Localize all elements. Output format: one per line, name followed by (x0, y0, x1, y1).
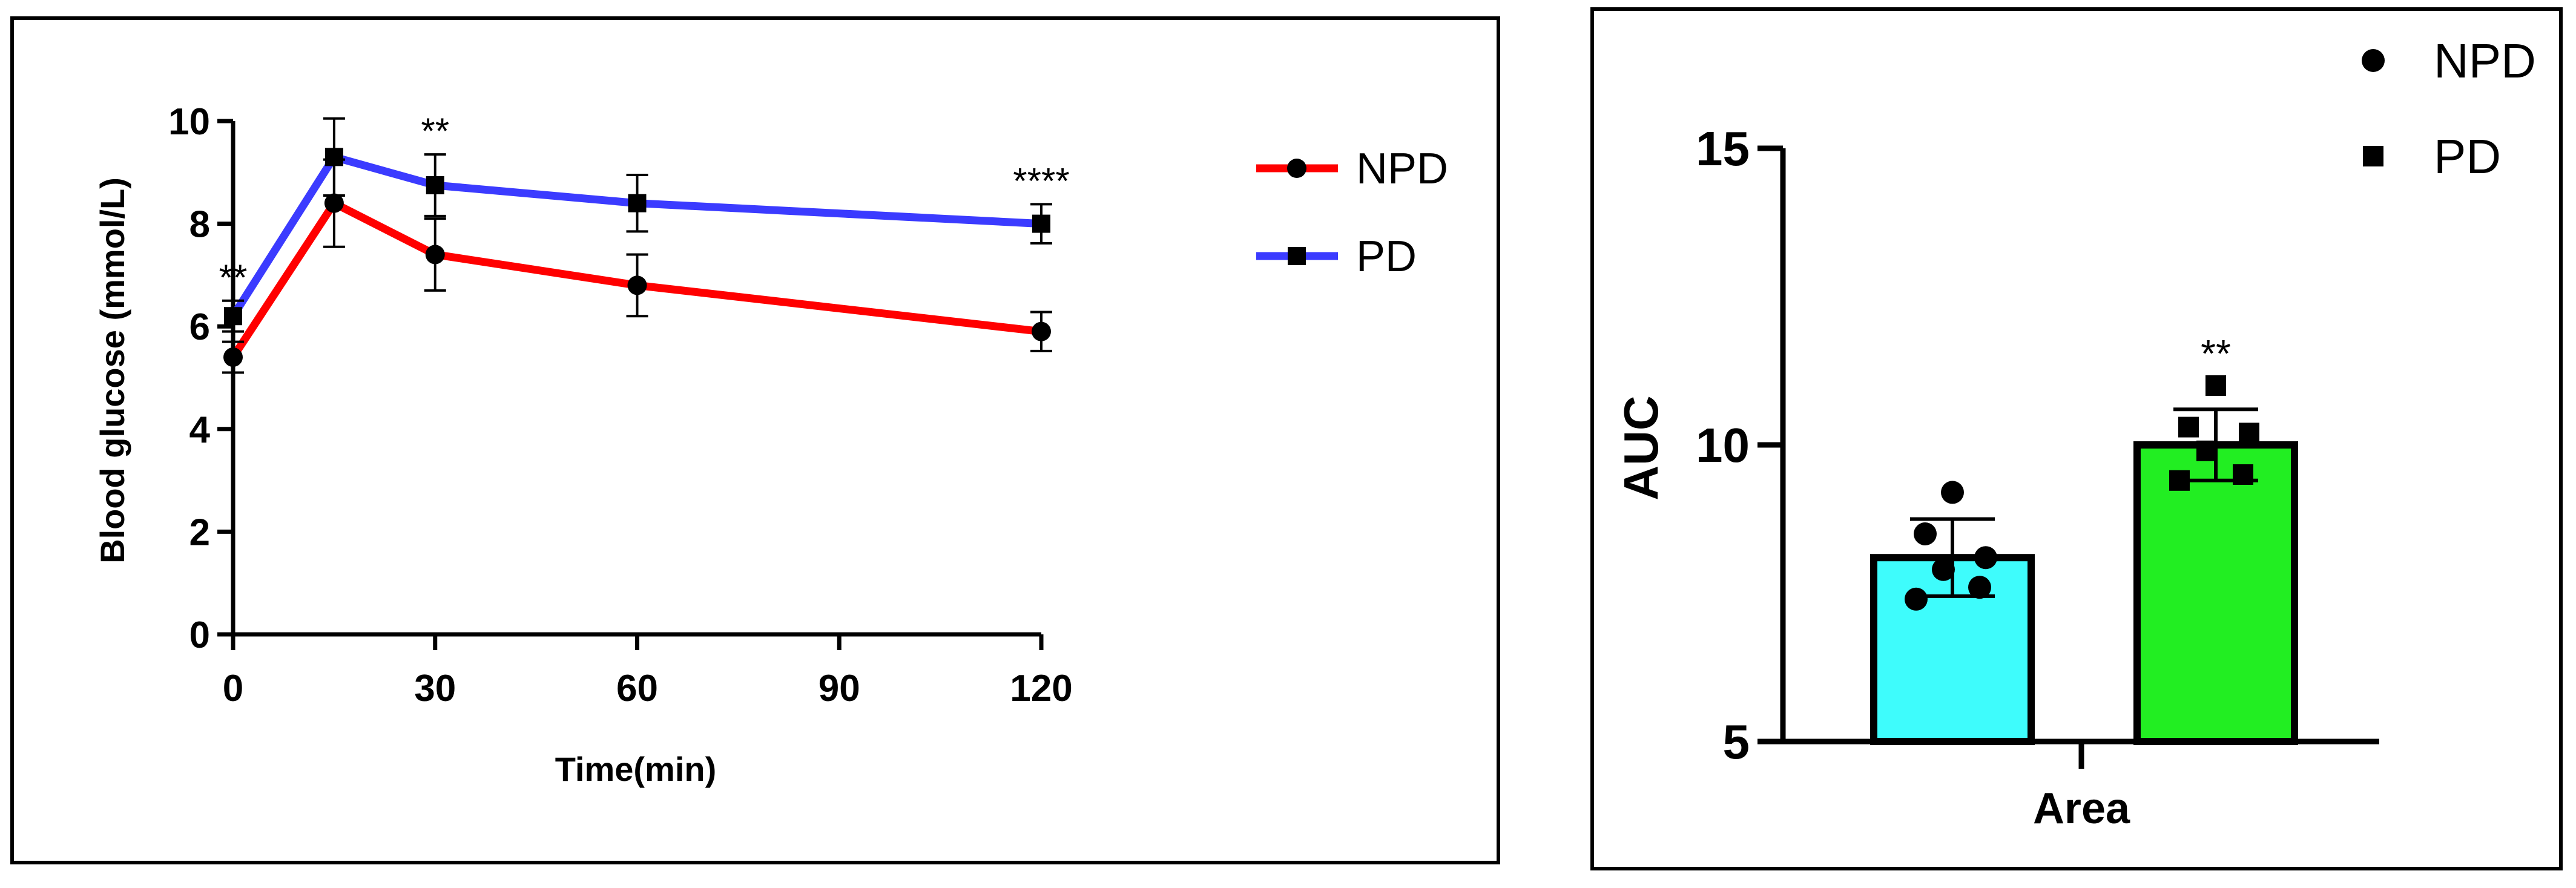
legend-label-npd: NPD (2434, 34, 2536, 88)
legend-marker-pd (1288, 247, 1306, 265)
scatter-point-pd (2178, 416, 2199, 438)
data-point-pd (224, 307, 242, 326)
data-point-pd (1032, 214, 1050, 233)
line-chart-x-tick-label: 90 (819, 668, 860, 709)
scatter-point-pd (2196, 440, 2217, 461)
scatter-point-npd (1974, 546, 1997, 570)
line-chart-legend: NPD PD (1256, 145, 1448, 281)
data-point-npd (425, 245, 445, 265)
data-point-pd (324, 148, 343, 166)
bar-chart-y-tick-label: 10 (1696, 418, 1750, 472)
legend-label-pd: PD (2434, 130, 2501, 183)
scatter-point-pd (2239, 423, 2259, 444)
line-chart-annotations: ******** (219, 111, 1070, 298)
legend-label-npd: NPD (1356, 145, 1448, 193)
data-point-pd (628, 194, 647, 212)
line-chart-y-axis-title: Blood glucose (mmol/L) (93, 177, 131, 564)
line-chart-y-tick-label: 4 (189, 409, 211, 451)
scatter-point-pd (2233, 464, 2253, 485)
significance-annotation: ** (421, 111, 449, 151)
significance-annotation: ** (2201, 332, 2231, 375)
line-chart-y-tick-label: 6 (189, 306, 210, 348)
bar-chart-frame (1590, 7, 2563, 870)
significance-annotation: ** (219, 257, 248, 298)
bar-chart-y-tick-label: 15 (1696, 122, 1750, 176)
data-point-pd (426, 176, 444, 194)
line-chart-x-tick-label: 120 (1010, 668, 1072, 709)
scatter-point-pd (2205, 375, 2226, 396)
line-chart-y-tick-label: 8 (189, 204, 210, 246)
line-chart-y-tick-label: 2 (189, 511, 210, 553)
line-chart-x-tick-label: 60 (616, 668, 658, 709)
bar-chart-annotations: ** (2201, 332, 2231, 375)
data-point-npd (627, 275, 647, 295)
bar-chart-legend: NPD PD (2362, 34, 2536, 183)
line-chart-axes: 0 2 4 6 8 10 0 30 60 90 120 (168, 101, 1073, 709)
scatter-point-npd (1941, 481, 1964, 504)
line-chart-x-tick-label: 30 (414, 668, 456, 709)
scatter-point-npd (1914, 522, 1937, 545)
legend-label-pd: PD (1356, 232, 1417, 281)
line-chart-y-tick-label: 0 (189, 614, 210, 656)
legend-marker-npd (1287, 159, 1306, 178)
data-point-npd (324, 193, 344, 213)
data-point-npd (223, 347, 243, 367)
line-chart-frame (10, 16, 1500, 864)
bar-pd (2133, 441, 2298, 745)
scatter-point-npd (1932, 557, 1955, 581)
line-chart-x-axis-title: Time(min) (555, 750, 717, 788)
significance-annotation: **** (1013, 160, 1069, 201)
bar-chart-x-axis-title: Area (2033, 784, 2130, 833)
scatter-point-npd (1968, 576, 1991, 599)
line-chart-series (222, 117, 1052, 374)
bar-chart-bars (1870, 375, 2298, 745)
line-chart-x-tick-label: 0 (223, 668, 243, 709)
bar-chart-panel: 5 10 15 ** NPD PD Area AUC (1590, 7, 2563, 870)
scatter-point-npd (1905, 587, 1928, 611)
legend-marker-npd (2362, 49, 2385, 72)
line-chart-y-tick-label: 10 (168, 101, 210, 143)
data-point-npd (1032, 321, 1051, 341)
scatter-point-pd (2169, 470, 2190, 491)
bar-chart-y-tick-label: 5 (1723, 715, 1750, 769)
legend-marker-pd (2363, 146, 2383, 166)
bar-chart-y-axis-title: AUC (1614, 395, 1668, 500)
